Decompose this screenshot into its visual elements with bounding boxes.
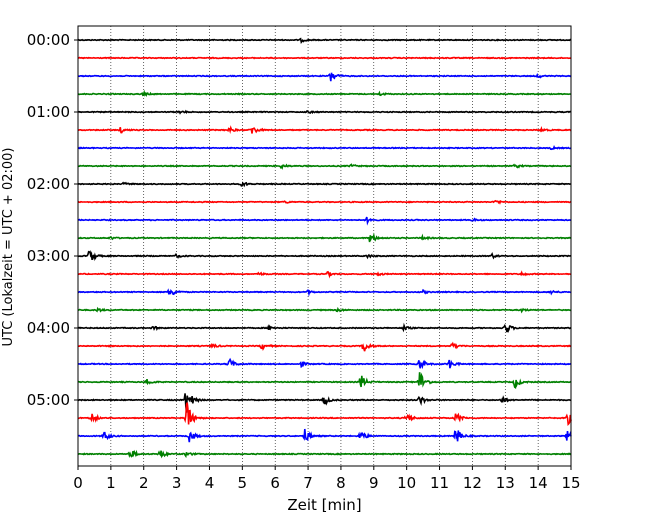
- x-tick-label-2: 2: [139, 474, 149, 492]
- y-tick-label-3: 03:00: [27, 247, 70, 265]
- trace-layer: [78, 39, 571, 457]
- seismogram-trace-0030: [78, 73, 571, 81]
- y-tick-label-0: 00:00: [27, 31, 70, 49]
- x-tick-label-3: 3: [172, 474, 182, 492]
- x-tick-label-7: 7: [303, 474, 313, 492]
- seismogram-trace-0400: [78, 326, 571, 333]
- seismogram-trace-0415: [78, 344, 571, 352]
- seismogram-trace-0545: [78, 451, 571, 457]
- x-tick-label-10: 10: [397, 474, 416, 492]
- seismogram-trace-0430: [78, 360, 571, 369]
- seismogram-trace-0330: [78, 290, 571, 294]
- seismogram-trace-0530: [78, 429, 571, 442]
- x-tick-label-14: 14: [529, 474, 548, 492]
- x-tick-label-0: 0: [73, 474, 83, 492]
- x-tick-label-11: 11: [430, 474, 449, 492]
- x-axis-label: Zeit [min]: [287, 496, 361, 514]
- seismogram-trace-0200: [78, 183, 571, 186]
- x-tick-label-5: 5: [238, 474, 248, 492]
- seismogram-trace-0345: [78, 309, 571, 312]
- seismogram-trace-0515: [78, 403, 571, 425]
- y-axis-label: UTC (Lokalzeit = UTC + 02:00): [1, 148, 16, 347]
- seismogram-trace-0145: [78, 165, 571, 168]
- seismogram-trace-0015: [78, 58, 571, 59]
- seismogram-trace-0500: [78, 393, 571, 412]
- seismogram-trace-0300: [78, 252, 571, 260]
- x-tick-label-4: 4: [205, 474, 215, 492]
- x-tick-label-8: 8: [336, 474, 346, 492]
- seismogram-trace-0215: [78, 201, 571, 203]
- x-tick-label-6: 6: [270, 474, 280, 492]
- axis-ticks: 0 1 2 3 4 5 6 7 8 9 10 11 12 13 14 1500:0001:0002:0003:…: [27, 31, 581, 492]
- x-tick-label-13: 13: [496, 474, 515, 492]
- seismogram-trace-0230: [78, 217, 571, 223]
- seismogram-trace-0100: [78, 111, 571, 113]
- x-tick-label-12: 12: [463, 474, 482, 492]
- seismogram-trace-0115: [78, 127, 571, 133]
- seismogram-trace-0245: [78, 235, 571, 242]
- seismogram-trace-0445: [78, 372, 571, 387]
- seismogram-trace-0045: [78, 92, 571, 95]
- x-tick-label-15: 15: [561, 474, 580, 492]
- y-tick-label-2: 02:00: [27, 175, 70, 193]
- y-tick-label-1: 01:00: [27, 103, 70, 121]
- seismogram-trace-0000: [78, 39, 571, 42]
- seismogram-trace-0130: [78, 147, 571, 149]
- x-tick-label-1: 1: [106, 474, 116, 492]
- y-tick-label-5: 05:00: [27, 391, 70, 409]
- seismogram-trace-0315: [78, 272, 571, 276]
- x-tick-label-9: 9: [369, 474, 379, 492]
- y-tick-label-4: 04:00: [27, 319, 70, 337]
